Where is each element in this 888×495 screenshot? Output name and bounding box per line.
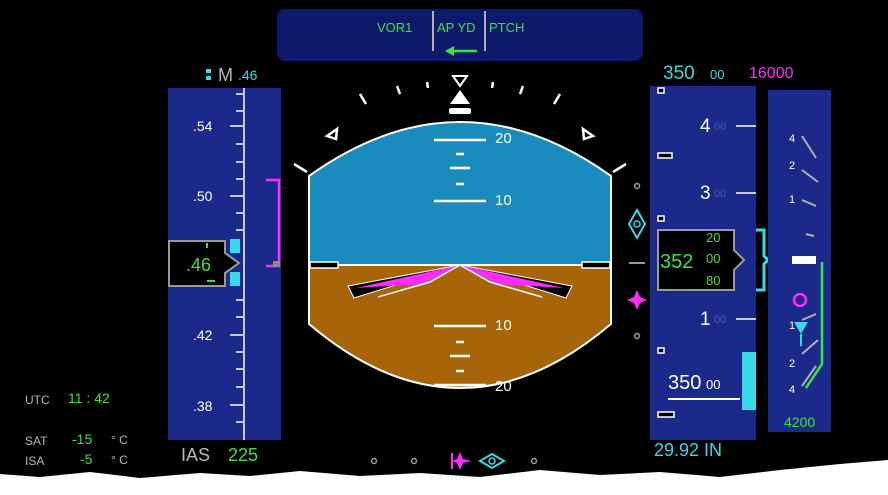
utc-value: 11 : 42 — [68, 390, 110, 406]
selected-altitude: 350 — [663, 63, 695, 84]
speed-tape-scale-line — [243, 88, 245, 440]
vertical-mode: PTCH — [489, 20, 525, 35]
speed-tick-label: .42 — [193, 327, 213, 343]
pitch-label-up: 20 — [495, 130, 512, 147]
altitude-trend-bar — [742, 352, 756, 410]
pitch-label-up: 10 — [495, 192, 512, 209]
pitch-label-down: 10 — [495, 317, 512, 334]
glideslope-target-icon — [627, 290, 647, 310]
mach-value: .46 — [238, 67, 258, 83]
aircraft-symbol — [309, 261, 611, 299]
sat-label: SAT — [25, 434, 48, 448]
localizer-diamond-icon — [478, 452, 506, 470]
ground — [309, 265, 611, 388]
altitude-bug-suffix: 00 — [706, 377, 721, 392]
altitude-readout: 352 — [660, 251, 694, 273]
lateral-mode: VOR1 — [377, 20, 413, 35]
isa-value: -5 — [80, 451, 93, 467]
vs-scale-label: 2 — [789, 160, 796, 172]
localizer-scale — [370, 452, 538, 470]
altitude-tick-suffix: 00 — [714, 314, 727, 326]
speed-tick-label: .54 — [193, 118, 213, 134]
glideslope-diamond-icon — [627, 207, 647, 241]
roll-scale — [293, 81, 627, 174]
isa-label: ISA — [25, 454, 45, 468]
vs-bug-icon — [794, 322, 808, 334]
speed-trend-marker — [230, 239, 240, 253]
ias-value: 225 — [228, 445, 259, 465]
speed-readout: .46 — [186, 255, 212, 275]
autopilot-mode: AP YD — [437, 20, 476, 35]
vertical-speed-value: 4200 — [784, 414, 816, 430]
altitude-readout-mid: 00 — [706, 251, 721, 266]
isa-unit: ° C — [111, 453, 128, 467]
torn-edge — [0, 460, 888, 495]
glideslope-scale — [627, 182, 647, 340]
speed-tick-label: .38 — [193, 398, 213, 414]
flight-mode-annunciator: VOR1 AP YD PTCH — [277, 9, 643, 61]
speed-index — [273, 261, 280, 267]
utc-label: UTC — [25, 393, 50, 407]
vs-scale-label: 4 — [789, 384, 796, 396]
target-altitude: 16000 — [749, 65, 794, 82]
mach-marker — [206, 69, 211, 73]
altitude-bug-value: 350 — [668, 372, 702, 394]
altitude-tick-suffix: 00 — [714, 188, 727, 200]
speed-trend-marker — [230, 272, 240, 286]
speed-bug — [266, 178, 281, 268]
arrow-left-icon — [445, 46, 477, 56]
sat-unit: ° C — [111, 433, 128, 447]
sat-value: -15 — [72, 431, 93, 447]
altitude-tick-suffix: 00 — [714, 121, 727, 133]
altitude-readout-up: 20 — [706, 230, 721, 245]
altitude-tick-label: 3 — [700, 183, 711, 204]
vertical-speed-scale — [792, 135, 824, 389]
mach-marker — [206, 76, 211, 80]
altitude-tick-label: 4 — [700, 116, 711, 137]
ias-label: IAS — [181, 445, 211, 465]
vs-scale-label: 4 — [789, 133, 796, 145]
vs-scale-label: 1 — [789, 194, 796, 206]
vs-target-icon — [792, 292, 808, 308]
roll-pointer — [451, 75, 469, 88]
mach-label: M — [218, 65, 233, 85]
altitude-bug-line — [668, 398, 740, 400]
altitude-readout-down: 80 — [706, 273, 721, 288]
fma-divider — [484, 11, 486, 51]
pitch-ladder — [434, 138, 486, 387]
speed-readout-box — [168, 240, 241, 287]
baro-setting: 29.92 IN — [654, 440, 723, 460]
fma-divider — [432, 11, 434, 51]
altitude-tape-ticks — [657, 87, 756, 418]
pitch-label-down: 20 — [495, 378, 512, 395]
sky-pointer-icon — [450, 90, 470, 104]
speed-tick-label: .50 — [193, 188, 213, 204]
vs-scale-label: 2 — [789, 358, 796, 370]
attitude-indicator — [293, 75, 627, 389]
altitude-tick-label: 1 — [700, 309, 711, 330]
vs-scale-label: 1 — [789, 320, 796, 332]
selected-altitude-suffix: 00 — [710, 67, 725, 82]
speed-tape-ticks — [230, 93, 243, 423]
